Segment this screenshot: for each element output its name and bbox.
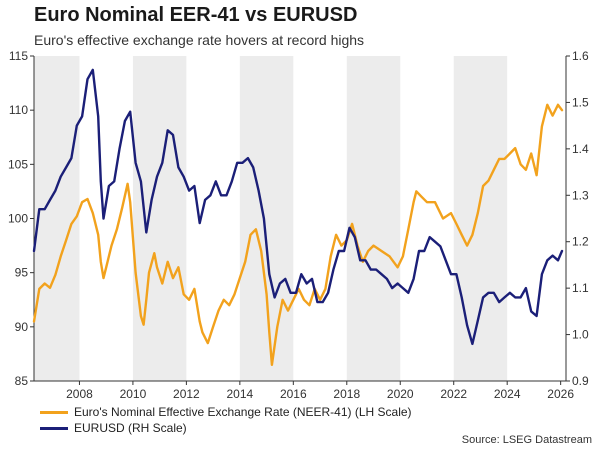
legend-label-neer: Euro's Nominal Effective Exchange Rate (… [74,405,412,419]
chart-title: Euro Nominal EER-41 vs EURUSD [34,4,358,26]
y-left-tick-label: 105 [8,157,28,171]
shaded-band-0 [34,56,80,381]
source-note: Source: LSEG Datastream [461,434,592,446]
x-tick-label: 2020 [387,387,414,401]
legend-swatch-neer [40,410,68,414]
y-left-tick-label: 115 [9,49,28,63]
x-tick-label: 2022 [440,387,467,401]
shaded-band-2 [239,56,294,381]
x-tick-label: 2012 [173,387,200,401]
legend-swatch-eurusd [40,426,68,430]
y-right-tick-label: 1.4 [572,142,589,156]
shaded-band-1 [132,56,187,381]
x-tick-label: 2024 [494,387,521,401]
y-right-tick-label: 1.0 [572,328,589,342]
y-left-tick-label: 95 [15,266,29,280]
y-right-tick-label: 1.5 [572,95,589,109]
y-left-tick-label: 100 [8,212,28,226]
y-left-tick-label: 110 [9,103,28,117]
legend-item-eurusd: EURUSD (RH Scale) [40,420,412,436]
y-right-tick-label: 0.9 [572,374,589,388]
chart-subtitle: Euro's effective exchange rate hovers at… [34,32,365,48]
x-tick-label: 2008 [66,387,93,401]
y-right-tick-label: 1.3 [572,188,589,202]
legend-label-eurusd: EURUSD (RH Scale) [74,421,187,435]
y-right-tick-label: 1.1 [572,281,589,295]
legend-item-neer: Euro's Nominal Effective Exchange Rate (… [40,404,412,420]
x-tick-label: 2010 [120,387,147,401]
series-line-eurusd [32,68,564,346]
x-tick-label: 2018 [333,387,360,401]
y-right-tick-label: 1.6 [572,49,589,63]
shaded-band-4 [453,56,508,381]
x-tick-label: 2016 [280,387,307,401]
x-tick-label: 2026 [547,387,574,401]
shaded-band-3 [346,56,401,381]
x-tick-label: 2014 [226,387,253,401]
series-line-neer [32,103,564,366]
chart-legend: Euro's Nominal Effective Exchange Rate (… [40,404,412,436]
y-left-tick-label: 85 [15,374,29,388]
y-right-tick-label: 1.2 [572,235,589,249]
y-left-tick-label: 90 [15,320,29,334]
